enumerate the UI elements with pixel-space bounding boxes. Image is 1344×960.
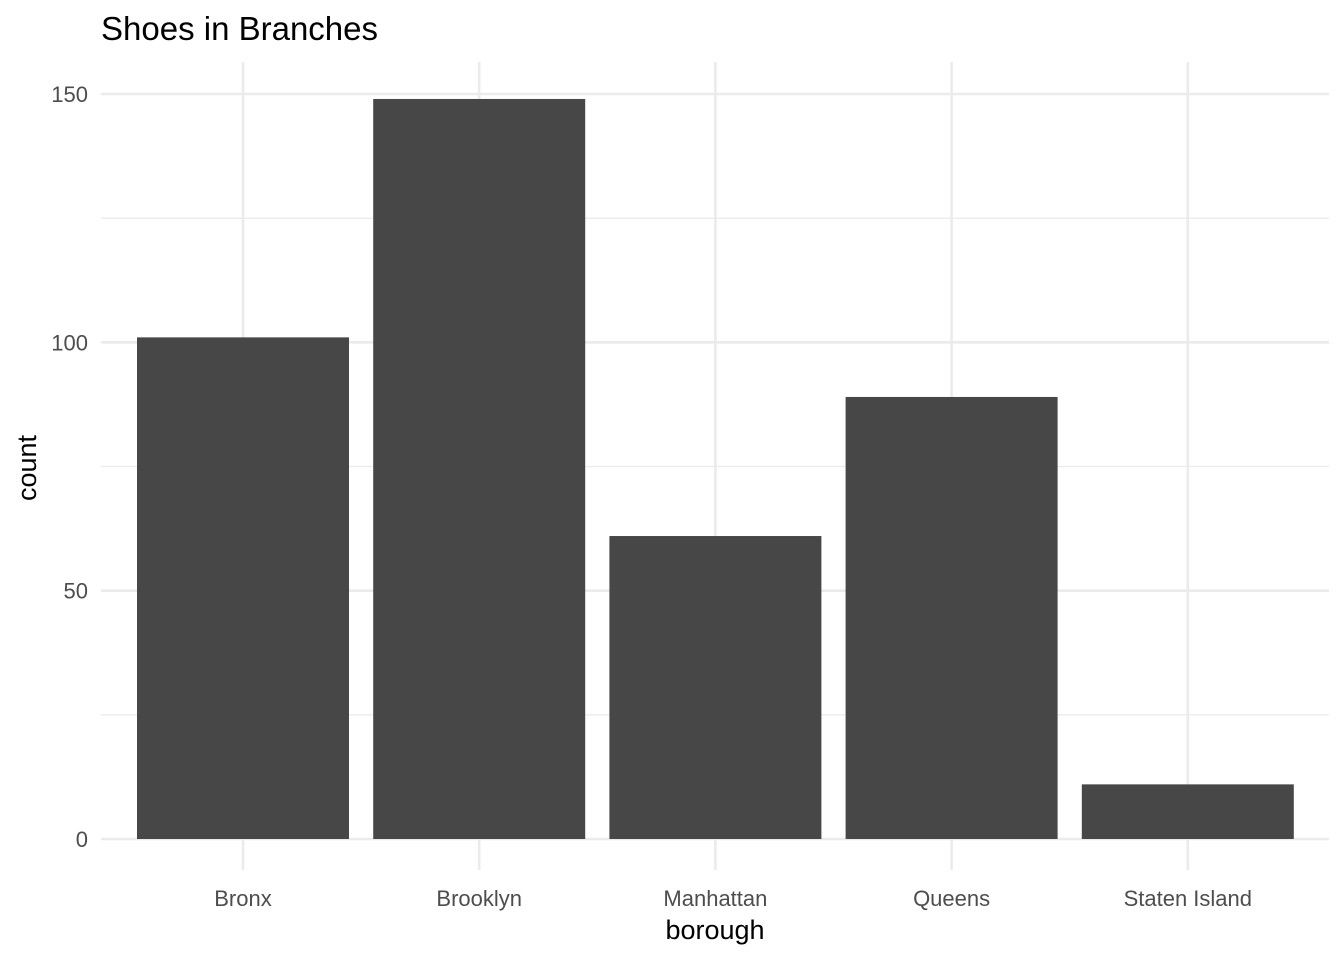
y-axis-tick-labels: 0 50 100 150 <box>51 82 88 852</box>
chart-title: Shoes in Branches <box>101 10 378 47</box>
y-axis-title: count <box>12 434 42 501</box>
y-tick-label: 150 <box>51 82 88 107</box>
y-tick-label: 50 <box>64 579 88 604</box>
bars <box>137 98 1294 839</box>
x-tick-label: Manhattan <box>663 886 767 911</box>
x-axis-tick-labels: Bronx Brooklyn Manhattan Queens Staten Islan… <box>214 886 1252 911</box>
x-tick-label: Bronx <box>214 886 271 911</box>
x-tick-label: Staten Island <box>1124 886 1252 911</box>
bar-queens <box>845 396 1058 839</box>
x-tick-label: Queens <box>913 886 990 911</box>
bar-bronx <box>137 337 349 839</box>
bar-staten-island <box>1081 784 1294 839</box>
y-tick-label: 100 <box>51 330 88 355</box>
y-tick-label: 0 <box>76 827 88 852</box>
bar-manhattan <box>609 536 822 839</box>
x-axis-title: borough <box>665 915 764 945</box>
x-tick-label: Brooklyn <box>436 886 522 911</box>
bar-brooklyn <box>373 98 586 839</box>
